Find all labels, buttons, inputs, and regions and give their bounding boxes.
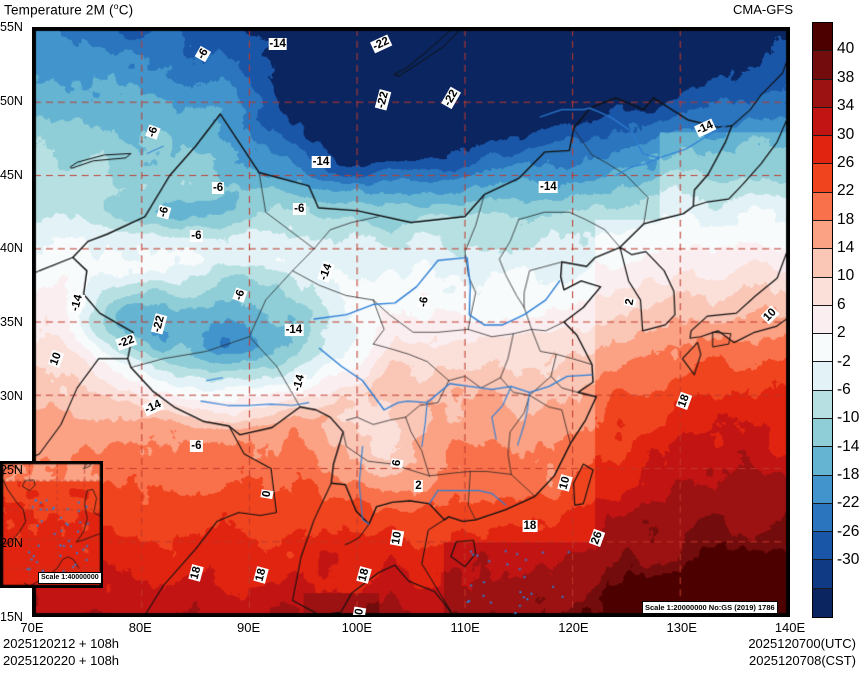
- colorbar-band: [813, 277, 832, 306]
- contour-label: -14: [268, 37, 287, 50]
- colorbar-tick--14: -14: [837, 437, 859, 455]
- lat-tick-40N: 40N: [0, 241, 23, 256]
- model-label: CMA-GFS: [733, 2, 793, 17]
- colorbar-tick-22: 22: [837, 182, 855, 200]
- colorbar-band: [813, 192, 832, 221]
- contour-label: 6: [390, 457, 404, 468]
- contour-label: -14: [311, 155, 331, 168]
- footer-right: 2025120700(UTC) 2025120708(CST): [748, 636, 856, 669]
- lon-tick-90E: 90E: [236, 620, 261, 635]
- colorbar-tick--30: -30: [837, 551, 859, 569]
- contour-label: -14: [284, 323, 304, 336]
- contour-label: 10: [389, 529, 404, 547]
- colorbar-band: [813, 362, 832, 391]
- colorbar-tick-38: 38: [837, 68, 855, 86]
- colorbar-band: [813, 79, 832, 108]
- lat-tick-55N: 55N: [0, 20, 23, 34]
- contour-label: 0: [260, 488, 274, 499]
- south-china-sea-inset[interactable]: Scale 1:40000000: [0, 461, 103, 588]
- colorbar-tick-26: 26: [837, 153, 855, 171]
- colorbar-tick-30: 30: [837, 125, 855, 143]
- colorbar-tick-18: 18: [837, 210, 855, 228]
- inset-scale-label: Scale 1:40000000: [38, 572, 101, 584]
- colorbar-tick-40: 40: [837, 40, 855, 58]
- lon-tick-100E: 100E: [341, 620, 373, 635]
- colorbar-band: [813, 334, 832, 363]
- contour-label: -6: [416, 294, 431, 309]
- degree-symbol: o: [113, 1, 119, 11]
- lat-tick-50N: 50N: [0, 93, 23, 108]
- page-title: Temperature 2M (oC): [4, 1, 133, 18]
- colorbar-band: [813, 23, 832, 52]
- lat-tick-30N: 30N: [0, 388, 23, 403]
- lon-tick-140E: 140E: [774, 620, 806, 635]
- init-time-utc: 2025120212 + 108h: [3, 636, 120, 651]
- lat-tick-25N: 25N: [0, 462, 23, 477]
- colorbar-band: [813, 532, 832, 561]
- colorbar-tick-34: 34: [837, 97, 855, 115]
- colorbar-band: [813, 588, 832, 617]
- contour-label: 2: [414, 480, 423, 493]
- valid-time-cst: 2025120708(CST): [749, 652, 856, 668]
- lon-tick-110E: 110E: [450, 620, 480, 635]
- footer-left: 2025120212 + 108h 2025120220 + 108h: [3, 636, 119, 669]
- colorbar-band: [813, 418, 832, 448]
- colorbar-band: [813, 164, 832, 193]
- colorbar-tick-14: 14: [837, 239, 855, 257]
- lat-tick-45N: 45N: [0, 167, 23, 182]
- colorbar-tick--22: -22: [837, 494, 859, 512]
- temperature-map[interactable]: Scale 1:20000000 No:GS (2019) 1786 -14 -6…: [32, 27, 790, 617]
- colorbar-tick--2: -2: [837, 352, 851, 370]
- contour-label: 18: [522, 520, 538, 533]
- colorbar-tick-6: 6: [837, 295, 846, 313]
- lon-tick-80E: 80E: [128, 620, 152, 635]
- contour-label: -14: [539, 180, 558, 193]
- colorbar-tick-2: 2: [837, 324, 846, 342]
- colorbar-tick-10: 10: [837, 267, 855, 285]
- colorbar-tick--6: -6: [837, 380, 851, 398]
- contour-label: -6: [211, 182, 225, 195]
- inset-canvas: [2, 463, 101, 586]
- colorbar-band: [813, 51, 832, 80]
- contour-label: -6: [190, 229, 203, 242]
- contour-label: 10: [351, 606, 367, 615]
- title-text: Temperature 2M (: [4, 2, 114, 18]
- map-scale-label: Scale 1:20000000 No:GS (2019) 1786: [642, 601, 778, 614]
- colorbar-band: [813, 503, 832, 533]
- lon-tick-120E: 120E: [558, 620, 589, 635]
- map-canvas: [34, 29, 788, 615]
- colorbar-band: [813, 249, 832, 278]
- colorbar-band: [813, 107, 832, 137]
- colorbar-band: [813, 390, 832, 419]
- colorbar-tick--26: -26: [837, 522, 859, 540]
- colorbar-band: [813, 220, 832, 250]
- lat-tick-35N: 35N: [0, 315, 23, 329]
- init-time-cst: 2025120220 + 108h: [3, 652, 120, 668]
- colorbar-band: [813, 136, 832, 165]
- valid-time-utc: 2025120700(UTC): [748, 636, 856, 651]
- lat-tick-20N: 20N: [0, 536, 23, 551]
- contour-label: 2: [622, 296, 637, 308]
- colorbar-band: [813, 305, 832, 335]
- colorbar-band: [813, 447, 832, 476]
- colorbar[interactable]: [812, 22, 833, 618]
- lon-tick-70E: 70E: [20, 620, 44, 635]
- title-tail: C): [118, 2, 134, 18]
- colorbar-tick--18: -18: [837, 466, 859, 484]
- contour-label: -6: [293, 202, 306, 215]
- colorbar-band: [813, 560, 832, 589]
- colorbar-band: [813, 475, 832, 504]
- colorbar-tick--10: -10: [837, 409, 859, 427]
- lat-tick-15N: 15N: [0, 610, 23, 624]
- contour-label: -6: [190, 440, 203, 453]
- lon-tick-130E: 130E: [666, 620, 697, 635]
